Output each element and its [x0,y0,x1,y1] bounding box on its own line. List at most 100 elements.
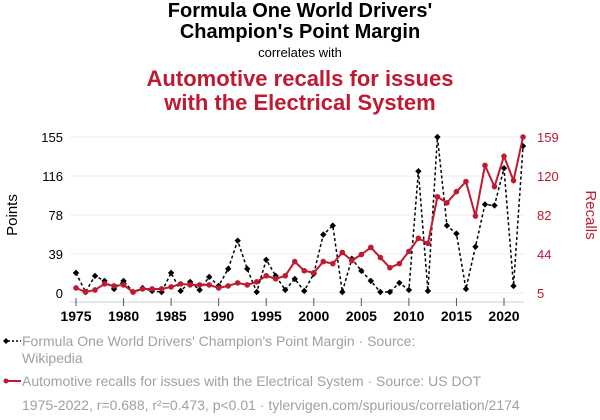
data-point-recalls [301,267,308,274]
data-point-points-margin [244,265,251,273]
data-point-points-margin [234,237,241,244]
data-point-points-margin [443,222,451,229]
data-point-recalls [330,260,336,267]
data-point-recalls [491,183,498,190]
x-tick-label: 2020 [488,308,519,324]
data-point-points-margin [510,282,517,290]
data-point-points-margin [500,165,508,172]
data-point-points-margin [386,288,394,296]
legend-item-points-margin[interactable]: Formula One World Drivers' Champion's Po… [3,333,416,367]
x-tick-label: 1975 [60,308,91,324]
data-point-recalls [282,272,289,279]
data-point-points-margin [91,272,99,280]
data-point-points-margin [167,269,175,277]
data-point-points-margin [434,133,441,141]
data-point-points-margin [472,243,479,250]
chart-plot: 0 39 78 116 155 5 44 82 120 159 1975 1980 1985 1990 19… [4,130,599,324]
data-point-recalls [196,282,203,288]
data-point-recalls [253,279,260,285]
data-point-recalls [291,258,298,265]
data-point-recalls [168,284,174,290]
data-point-points-margin [253,288,260,296]
data-point-recalls [339,249,346,256]
x-tick-label: 1980 [108,308,139,324]
y-tick-label-left: 0 [56,286,63,301]
data-point-points-margin [491,202,498,209]
data-point-points-margin [415,168,422,175]
chart-footer: 1975-2022, r=0.688, r²=0.473, p<0.01 · t… [22,397,520,413]
data-point-recalls [387,264,393,271]
data-point-points-margin [320,231,327,238]
legend-marker-solid-circle [3,378,21,384]
data-point-recalls [349,257,355,264]
data-point-points-margin [358,267,365,275]
chart-title: Formula One World Drivers' Champion's Po… [0,1,600,43]
y-axis-label-left: Points [4,194,21,236]
y-tick-label-right: 44 [537,247,551,262]
data-point-recalls [520,134,526,140]
data-point-recalls [396,260,403,267]
x-tick-label: 2015 [441,308,472,324]
data-point-recalls [101,281,108,287]
data-point-points-margin [196,286,203,294]
data-point-recalls [377,254,384,261]
data-point-points-margin [453,230,460,237]
y-tick-label-right: 82 [537,208,551,223]
grid-lines [70,136,524,294]
data-point-points-margin [72,269,80,277]
y-axis-label-right: Recalls [582,190,599,239]
data-point-recalls [310,269,317,276]
data-point-recalls [501,153,507,160]
data-point-recalls [415,235,422,242]
chart-title-secondary: Automotive recalls for issues with the E… [0,67,600,115]
series-line-recalls [75,136,524,294]
y-tick-label-left: 78 [49,208,63,223]
data-point-recalls [187,282,193,288]
y-tick-label-right: 5 [537,286,544,301]
data-point-recalls [215,285,222,291]
data-point-points-margin [481,201,489,208]
legend-label-recalls: Automotive recalls for issues with the E… [22,373,482,389]
y-tick-label-right: 120 [537,169,559,184]
x-tick-label: 2000 [298,308,329,324]
data-point-recalls [472,213,479,219]
legend-item-recalls[interactable]: Automotive recalls for issues with the E… [3,373,482,390]
data-point-points-margin [301,287,308,295]
data-point-recalls [244,282,250,288]
data-point-recalls [206,282,212,288]
y-tick-label-left: 155 [41,130,63,145]
data-point-recalls [406,248,412,255]
data-point-recalls [139,286,146,292]
data-point-recalls [368,244,374,251]
data-point-points-margin [224,265,232,273]
y-tick-label-left: 39 [49,247,63,262]
legend-label-points-margin-line1: Formula One World Drivers' Champion's Po… [22,333,416,349]
data-point-recalls [73,285,79,291]
data-point-recalls [463,178,469,185]
series-line-points-margin [75,136,524,295]
data-point-recalls [111,283,117,289]
data-point-points-margin [282,286,289,294]
x-tick-label: 1995 [251,308,282,324]
x-tick-label: 2005 [346,308,377,324]
data-point-points-margin [120,277,127,285]
data-point-points-margin [405,286,413,294]
data-point-recalls [482,162,488,169]
chart-title2-line2: with the Electrical System [164,90,436,115]
data-point-recalls [434,193,441,200]
data-point-recalls [425,240,431,247]
data-point-points-margin [367,277,375,285]
data-point-recalls [158,286,165,292]
legend-marker-dashed-diamond [3,338,21,344]
data-point-points-margin [377,288,384,296]
data-point-recalls [272,276,279,282]
data-point-recalls [92,287,98,293]
data-point-points-margin [462,285,470,293]
data-point-recalls [177,281,184,287]
x-tick-label: 2010 [393,308,424,324]
data-point-recalls [149,286,155,292]
data-point-recalls [225,283,231,289]
data-point-recalls [453,188,460,195]
legend-label-points-margin-line2: Wikipedia [22,350,83,366]
chart-subtitle: correlates with [258,45,342,60]
